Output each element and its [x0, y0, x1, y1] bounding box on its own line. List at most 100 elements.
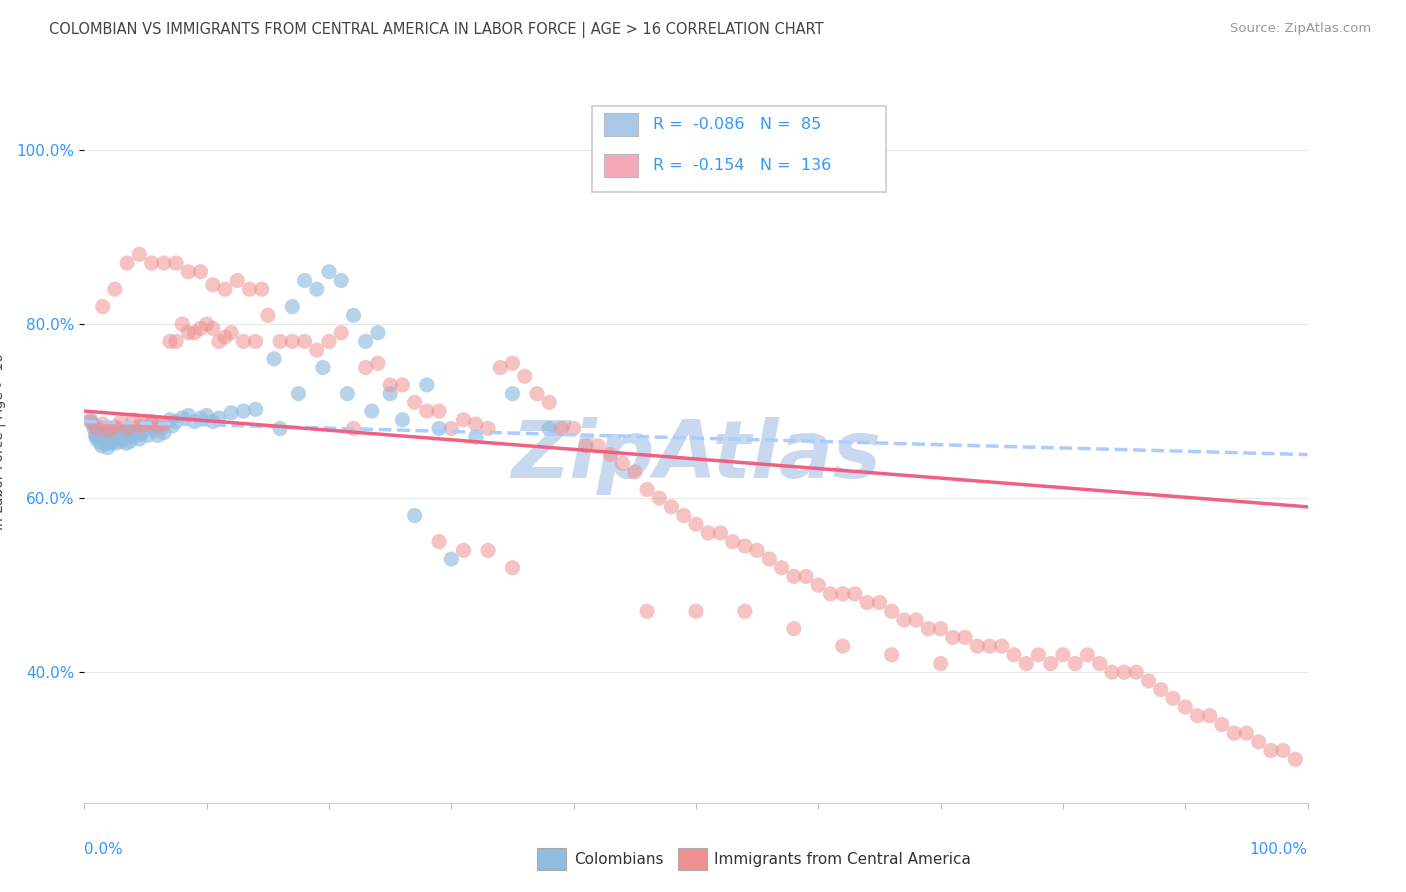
Point — [880, 648, 903, 662]
Point — [165, 256, 187, 270]
Point — [758, 552, 780, 566]
Point — [1064, 657, 1087, 671]
Point — [115, 421, 138, 435]
Point — [159, 334, 181, 349]
FancyBboxPatch shape — [592, 105, 886, 193]
Point — [318, 265, 340, 279]
Point — [159, 413, 181, 427]
Point — [648, 491, 671, 505]
Point — [427, 404, 450, 418]
FancyBboxPatch shape — [678, 848, 707, 870]
Point — [1088, 657, 1111, 671]
Point — [128, 418, 150, 433]
Point — [526, 386, 548, 401]
Point — [1114, 665, 1136, 680]
Point — [146, 428, 169, 442]
Point — [107, 427, 129, 442]
Point — [269, 334, 291, 349]
Point — [734, 539, 756, 553]
Point — [416, 404, 439, 418]
Point — [1076, 648, 1098, 662]
Point — [153, 425, 176, 440]
Point — [330, 326, 353, 340]
Point — [263, 351, 285, 366]
Point — [115, 436, 138, 450]
Point — [110, 428, 132, 442]
Point — [1028, 648, 1050, 662]
Point — [856, 596, 879, 610]
Text: COLOMBIAN VS IMMIGRANTS FROM CENTRAL AMERICA IN LABOR FORCE | AGE > 16 CORRELATI: COLOMBIAN VS IMMIGRANTS FROM CENTRAL AME… — [49, 22, 824, 38]
Point — [208, 411, 231, 425]
Point — [79, 415, 101, 429]
Point — [391, 413, 413, 427]
Point — [636, 604, 658, 618]
Point — [162, 418, 184, 433]
Point — [87, 429, 110, 443]
Point — [1150, 682, 1173, 697]
Point — [232, 404, 254, 418]
Point — [538, 421, 561, 435]
Point — [190, 321, 212, 335]
Point — [672, 508, 695, 523]
Point — [1125, 665, 1147, 680]
Point — [721, 534, 744, 549]
Point — [661, 500, 683, 514]
Point — [135, 421, 157, 435]
Point — [1002, 648, 1025, 662]
Point — [135, 417, 157, 431]
Point — [136, 428, 159, 442]
Point — [281, 334, 304, 349]
Point — [354, 334, 377, 349]
Point — [214, 330, 236, 344]
Point — [942, 631, 965, 645]
Point — [636, 483, 658, 497]
Point — [96, 432, 118, 446]
Point — [513, 369, 536, 384]
Point — [440, 552, 463, 566]
Point — [141, 417, 163, 431]
Point — [380, 386, 402, 401]
Point — [893, 613, 915, 627]
Y-axis label: In Labor Force | Age > 16: In Labor Force | Age > 16 — [0, 353, 6, 530]
Point — [128, 432, 150, 446]
Point — [226, 273, 249, 287]
Point — [929, 657, 952, 671]
Point — [143, 423, 166, 437]
Point — [104, 436, 127, 450]
Point — [94, 425, 117, 440]
Point — [342, 308, 364, 322]
Point — [929, 622, 952, 636]
Point — [360, 404, 382, 418]
Point — [87, 434, 110, 449]
Point — [122, 413, 145, 427]
Point — [165, 415, 187, 429]
Point — [104, 282, 127, 296]
Point — [91, 429, 114, 443]
Point — [464, 417, 486, 431]
Point — [599, 448, 621, 462]
Point — [141, 415, 163, 429]
Point — [336, 386, 359, 401]
Point — [685, 517, 707, 532]
Point — [354, 360, 377, 375]
Point — [464, 430, 486, 444]
Point — [219, 406, 242, 420]
Point — [991, 639, 1014, 653]
Point — [115, 256, 138, 270]
Point — [966, 639, 988, 653]
Point — [1101, 665, 1123, 680]
Point — [208, 334, 231, 349]
Point — [770, 561, 793, 575]
Point — [538, 395, 561, 409]
FancyBboxPatch shape — [605, 112, 638, 136]
Point — [1272, 743, 1295, 757]
Point — [869, 596, 891, 610]
Point — [124, 421, 146, 435]
Point — [1052, 648, 1074, 662]
Point — [105, 430, 128, 444]
Point — [1247, 735, 1270, 749]
Point — [880, 604, 903, 618]
Point — [404, 395, 426, 409]
Point — [172, 317, 194, 331]
Point — [427, 534, 450, 549]
